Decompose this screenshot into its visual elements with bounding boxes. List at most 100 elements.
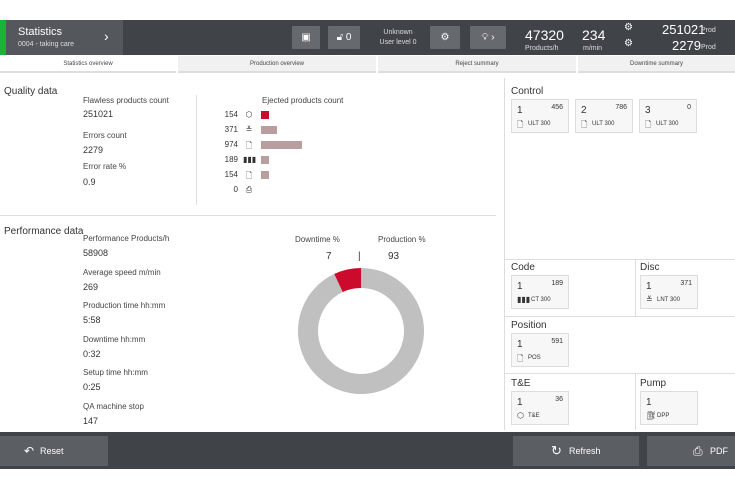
perf-label: Performance Products/h	[83, 234, 170, 243]
perf-label: Average speed m/min	[83, 267, 161, 277]
barcode-icon: ▮▮▮	[517, 295, 531, 304]
user-name: Unknown	[383, 29, 413, 36]
perf-value: 58908	[83, 248, 109, 258]
perf-label: Setup time hh:mm	[83, 368, 148, 377]
perf-value: 5:58	[83, 315, 101, 325]
flawless-label: Flawless products count	[83, 96, 169, 105]
ejected-title: Ejected products count	[262, 96, 344, 105]
bottom-bar: ↶ Reset ↻ Refresh ⎙ PDF	[0, 432, 735, 469]
card-number: 1	[646, 281, 652, 292]
control-card[interactable]: 3 0 🗋 ULT 300	[639, 99, 697, 133]
disc-title: Disc	[640, 262, 660, 273]
perf-value: 0:32	[83, 348, 101, 359]
ejected-bar	[261, 171, 269, 179]
pdf-button[interactable]: ⎙ PDF	[647, 436, 735, 466]
barcode-icon: ▮▮▮	[243, 155, 257, 164]
status-accent	[0, 20, 6, 55]
code-title: Code	[511, 262, 535, 273]
downtime-value: 7	[326, 251, 332, 262]
pump-icon: ⛽︎	[646, 411, 657, 420]
ejected-bar	[261, 156, 269, 164]
donut-slice-production	[298, 268, 424, 394]
printer-icon: ⎙	[693, 444, 703, 458]
flawless-value: 251021	[83, 109, 114, 119]
lock-count: 0	[345, 32, 352, 43]
lock-button[interactable]: 🔓︎ 0	[328, 26, 360, 49]
user-level: User level 0	[379, 39, 417, 46]
ult-icon: 🗋	[517, 120, 524, 129]
card-number: 1	[646, 397, 652, 408]
card-label: T&E	[528, 413, 540, 419]
card-label: LNT 300	[657, 297, 680, 303]
rule	[504, 259, 735, 260]
code-card[interactable]: 1 189 ▮▮▮ CT 300	[511, 275, 569, 309]
hex-icon: ⬡	[245, 110, 253, 119]
section-divider	[0, 215, 496, 216]
perf-label: Downtime hh:mm	[83, 334, 146, 344]
pump-card[interactable]: 1 ⛽︎ DPP	[640, 391, 698, 425]
perf-value: 269	[83, 281, 99, 292]
card-label: ULT 300	[656, 121, 679, 127]
ejected-count: 371	[224, 125, 238, 134]
ejected-bar	[261, 141, 302, 149]
tab-statistics-overview[interactable]: Statistics overview	[0, 56, 176, 73]
ult-icon: 🗋	[581, 120, 588, 129]
refresh-icon: ↻	[551, 443, 562, 458]
card-number: 1	[517, 281, 523, 292]
te-card[interactable]: 1 36 ⬡ T&E	[511, 391, 569, 425]
card-value: 189	[551, 280, 563, 287]
light-button[interactable]: 💡︎ ›	[470, 26, 506, 49]
position-card[interactable]: 1 591 🗋 POS	[511, 333, 569, 367]
control-card[interactable]: 1 456 🗋 ULT 300	[511, 99, 569, 133]
hex-icon: ⬡	[517, 411, 524, 420]
card-number: 2	[581, 105, 587, 116]
ejected-count: 189	[224, 155, 238, 164]
chevron-right-icon: ›	[104, 28, 109, 44]
error-rate-value: 0.9	[83, 177, 96, 187]
bulb-icon: 💡︎	[481, 32, 489, 43]
perf-value: 147	[83, 415, 99, 426]
panel-divider	[504, 78, 505, 430]
ult-icon: 🗋	[645, 120, 652, 129]
disc-card[interactable]: 1 371 ≚ LNT 300	[640, 275, 698, 309]
card-number: 1	[517, 105, 523, 116]
te-title: T&E	[511, 378, 531, 389]
tab-reject-summary[interactable]: Reject summary	[378, 56, 576, 73]
printer-icon: ⎙	[245, 185, 253, 194]
card-value: 371	[680, 280, 692, 287]
notes-icon: ▣	[301, 32, 311, 43]
perf-value: 0:25	[83, 382, 101, 392]
prod-label-1: Prod	[701, 27, 716, 34]
title-panel[interactable]: Statistics 0004 - taking care ›	[0, 20, 123, 55]
prod-value-2: 2279	[672, 38, 701, 53]
refresh-button[interactable]: ↻ Refresh	[513, 436, 639, 466]
position-title: Position	[511, 320, 547, 331]
pdf-label: PDF	[710, 446, 728, 456]
rule	[635, 374, 636, 430]
control-card[interactable]: 2 786 🗋 ULT 300	[575, 99, 633, 133]
palette-button[interactable]: ⚙︎	[430, 26, 460, 49]
card-number: 1	[517, 397, 523, 408]
tab-production-overview[interactable]: Production overview	[178, 56, 376, 73]
card-value: 0	[687, 104, 691, 111]
ejected-bar	[261, 111, 269, 119]
tab-bar: Statistics overview Production overview …	[0, 56, 735, 73]
production-value: 93	[388, 251, 400, 262]
card-number: 3	[645, 105, 651, 116]
ejected-count: 154	[224, 170, 238, 179]
reset-button[interactable]: ↶ Reset	[0, 436, 108, 466]
percent-separator: |	[358, 251, 361, 262]
ult-icon: 🗋	[245, 141, 253, 150]
card-label: CT 300	[531, 297, 551, 303]
page-title: Statistics	[18, 26, 63, 38]
prod-value-1: 251021	[662, 22, 706, 37]
refresh-label: Refresh	[569, 446, 601, 456]
document-icon: 🗋	[517, 354, 524, 363]
notes-button[interactable]: ▣	[292, 26, 320, 49]
performance-title: Performance data	[4, 226, 84, 237]
ejected-count: 0	[233, 185, 238, 194]
tab-downtime-summary[interactable]: Downtime summary	[578, 56, 735, 73]
rule	[504, 373, 735, 374]
rule	[504, 316, 735, 317]
document-icon: 🗋	[245, 171, 253, 180]
